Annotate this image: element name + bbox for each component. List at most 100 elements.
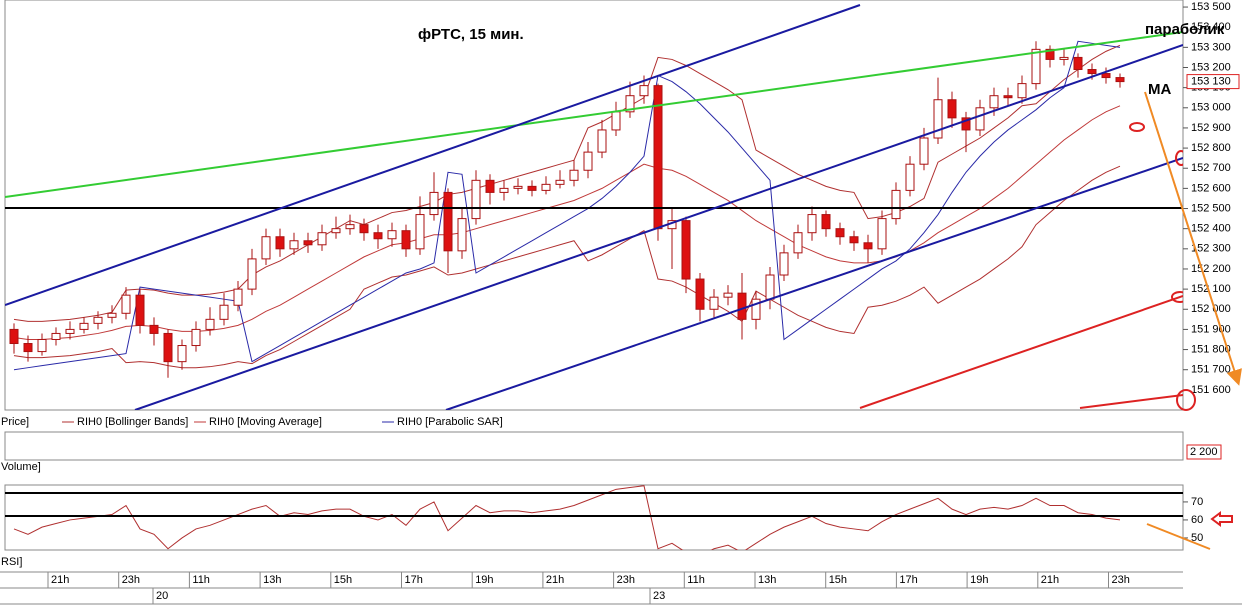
panel-label: RSI]: [1, 556, 22, 568]
x-tick-label: 17h: [899, 574, 917, 586]
x-tick-label: 13h: [758, 574, 776, 586]
candle-body: [37, 338, 47, 353]
x-tick-label: 11h: [687, 574, 705, 586]
y-tick-label: 152 000: [1191, 303, 1231, 315]
candle-body: [23, 343, 33, 353]
volume-tag: [1186, 444, 1222, 460]
candle-body: [443, 191, 453, 252]
candle-body: [541, 183, 551, 191]
candle-body: [751, 298, 761, 320]
y-tick-label: 153 000: [1191, 102, 1231, 114]
y-tick-label: 152 300: [1191, 243, 1231, 255]
candle-body: [1101, 73, 1111, 79]
candle-body: [359, 224, 369, 234]
candle-body: [205, 318, 215, 330]
annotation: МА: [1148, 81, 1171, 98]
candle-body: [457, 218, 467, 252]
y-tick-label: 152 200: [1191, 263, 1231, 275]
x-tick-label: 21h: [51, 574, 69, 586]
candle-body: [919, 137, 929, 165]
candle-body: [303, 240, 313, 246]
y-tick-label: 153 400: [1191, 21, 1231, 33]
price-tag: [1186, 74, 1240, 90]
candle-body: [849, 236, 859, 244]
marker-ellipse: [1176, 389, 1196, 411]
candle-body: [933, 99, 943, 139]
y-tick-label: 153 500: [1191, 1, 1231, 13]
y-tick-label: 2 200: [1190, 446, 1218, 458]
y-tick-label: 152 600: [1191, 182, 1231, 194]
date-label: 23: [653, 590, 665, 602]
annotation: параболик: [1145, 21, 1225, 38]
rsi-line: [13, 485, 1121, 550]
y-tick-label: 153 300: [1191, 41, 1231, 53]
red-line: [1079, 394, 1183, 409]
candle-body: [793, 232, 803, 254]
date-label: 20: [156, 590, 168, 602]
x-tick-label: 17h: [405, 574, 423, 586]
volume-panel: [4, 431, 1184, 461]
candle-body: [947, 99, 957, 119]
candle-body: [961, 117, 971, 131]
x-tick-label: 13h: [263, 574, 281, 586]
candle-body: [695, 278, 705, 310]
arrow: [1210, 511, 1233, 527]
candle-body: [51, 332, 61, 340]
panel-label: Volume]: [1, 461, 41, 473]
bollinger-upper: [13, 44, 1121, 322]
candle-body: [863, 242, 873, 250]
candle-body: [121, 294, 131, 314]
candle-body: [737, 292, 747, 320]
candle-body: [499, 187, 509, 193]
candle-body: [891, 189, 901, 220]
candle-body: [779, 252, 789, 276]
candle-body: [821, 214, 831, 230]
x-tick-label: 21h: [1041, 574, 1059, 586]
moving-average: [13, 105, 1121, 340]
candle-body: [639, 85, 649, 97]
candle-body: [1031, 48, 1041, 85]
candle-body: [583, 151, 593, 171]
price-panel: [4, 0, 1184, 411]
candle-body: [373, 232, 383, 240]
candle-body: [149, 324, 159, 334]
y-tick-label: 152 500: [1191, 202, 1231, 214]
x-tick-label: 23h: [122, 574, 140, 586]
bollinger-lower: [13, 165, 1121, 369]
y-tick-label: 60: [1191, 514, 1203, 526]
candle-body: [975, 107, 985, 131]
candle-body: [135, 294, 145, 326]
channel-line: [134, 44, 1183, 410]
candle-body: [387, 230, 397, 240]
candle-body: [527, 185, 537, 191]
legend-label: Price]: [1, 416, 29, 428]
candle-body: [471, 179, 481, 220]
candle-body: [317, 232, 327, 246]
candle-body: [93, 316, 103, 324]
candle-body: [65, 328, 75, 334]
candle-body: [765, 274, 775, 300]
candle-body: [877, 218, 887, 250]
candle-body: [723, 292, 733, 298]
x-tick-label: 15h: [829, 574, 847, 586]
y-tick-label: 152 700: [1191, 162, 1231, 174]
price-tag-label: 153 130: [1191, 76, 1231, 88]
candle-body: [1115, 77, 1125, 83]
x-tick-label: 11h: [192, 574, 210, 586]
candle-body: [219, 304, 229, 320]
candle-body: [331, 228, 341, 234]
legend-label: RIH0 [Parabolic SAR]: [397, 416, 503, 428]
candle-body: [989, 95, 999, 109]
legend-label: RIH0 [Moving Average]: [209, 416, 322, 428]
candle-body: [513, 185, 523, 189]
y-tick-label: 152 100: [1191, 283, 1231, 295]
candle-body: [261, 236, 271, 260]
y-tick-label: 151 900: [1191, 323, 1231, 335]
y-tick-label: 152 900: [1191, 122, 1231, 134]
candle-body: [163, 332, 173, 363]
candle-body: [905, 163, 915, 191]
y-tick-label: 152 800: [1191, 142, 1231, 154]
candle-body: [709, 296, 719, 310]
rsi-panel: [4, 484, 1184, 551]
